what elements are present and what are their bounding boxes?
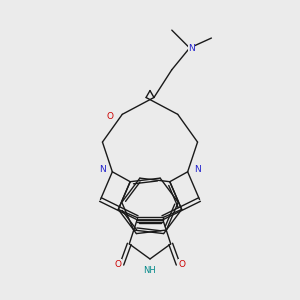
Text: N: N: [188, 44, 195, 53]
Text: NH: NH: [144, 266, 156, 275]
Text: O: O: [178, 260, 186, 269]
Text: O: O: [107, 112, 114, 121]
Text: N: N: [99, 165, 106, 174]
Text: N: N: [194, 165, 201, 174]
Text: O: O: [114, 260, 122, 269]
